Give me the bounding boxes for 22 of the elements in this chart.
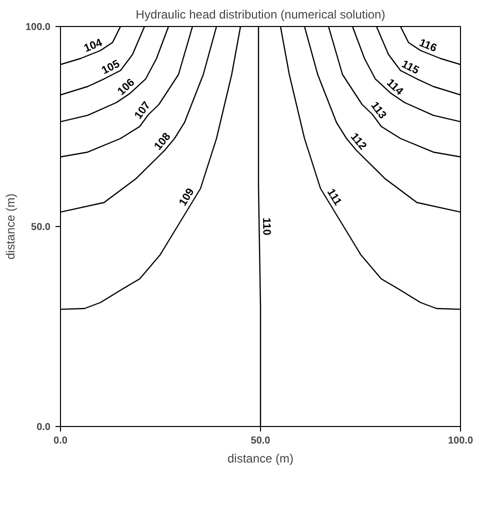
y-tick-label: 100.0 [25,22,51,33]
text: 114 [384,76,406,98]
text: 106 [116,76,138,98]
y-tick-label: 0.0 [36,422,51,433]
y-tick-label: 50.0 [31,222,51,233]
y-axis-title: distance (m) [3,193,18,260]
text: 108 [152,130,174,153]
x-tick-label: 50.0 [250,436,271,446]
text: 112 [348,131,369,152]
text: 116 [417,37,438,55]
text: 107 [132,100,154,122]
x-axis-title: distance (m) [227,452,294,466]
text: 110 [260,217,272,236]
x-tick-label: 100.0 [448,436,474,446]
text: 104 [82,36,105,55]
text: 115 [400,58,421,77]
text: 109 [177,186,197,208]
text: 105 [100,58,122,78]
text: 113 [368,100,388,122]
chart-title: Hydraulic head distribution (numerical solution) [136,8,386,22]
x-tick-label: 0.0 [54,436,68,446]
text: 111 [324,186,344,208]
